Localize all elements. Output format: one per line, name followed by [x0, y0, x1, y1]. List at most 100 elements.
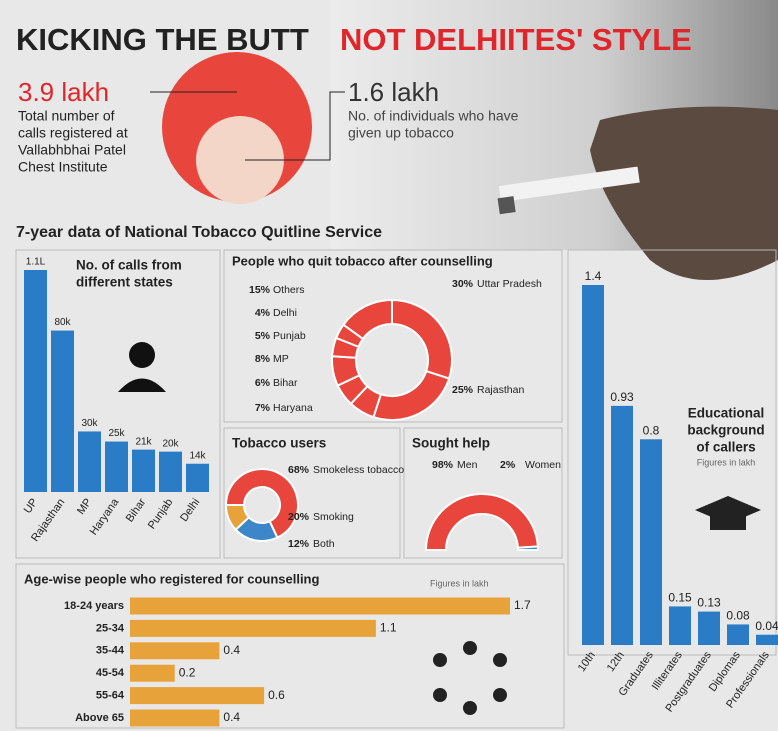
title-red: NOT DELHIITES' STYLE — [340, 22, 692, 57]
donut-segment — [224, 468, 299, 539]
value-label: 30% — [452, 278, 474, 290]
bar — [130, 642, 220, 660]
title-black: KICKING THE BUTT — [16, 22, 309, 57]
chart-title: Age-wise people who registered for couns… — [24, 571, 319, 586]
hand — [590, 106, 778, 281]
bar — [582, 285, 604, 645]
legend-label: Women — [525, 459, 561, 471]
y-tick-label: 45-54 — [96, 667, 125, 679]
legend-label: Smokeless tobacco — [313, 464, 404, 476]
value-label: 68% — [288, 464, 310, 476]
value-label: 0.6 — [268, 688, 285, 702]
headset-icon — [118, 342, 166, 392]
value-label: 80k — [54, 317, 71, 328]
chart-note: Figures in lakh — [697, 457, 756, 467]
stat-label: Total number of — [18, 108, 115, 124]
chart-title: of callers — [696, 440, 755, 455]
y-tick-label: 25-34 — [96, 622, 125, 634]
legend-label: Delhi — [273, 307, 297, 319]
legend-label: Others — [273, 284, 305, 296]
value-label: 25% — [452, 384, 474, 396]
group-icon — [433, 641, 507, 715]
value-label: 0.8 — [643, 423, 660, 437]
panels — [15, 249, 777, 729]
bar — [130, 664, 175, 682]
bar — [159, 451, 182, 492]
bar — [727, 624, 749, 645]
bar — [186, 463, 209, 492]
value-label: 1.4 — [585, 269, 602, 283]
value-label: 7% — [255, 402, 271, 414]
y-tick-label: Above 65 — [75, 712, 124, 724]
legend-label: MP — [273, 353, 289, 365]
stat-label: calls registered at — [18, 125, 128, 141]
value-label: 0.08 — [726, 609, 750, 623]
value-label: 0.4 — [223, 710, 240, 724]
chart-note: Figures in lakh — [430, 578, 489, 588]
value-label: 1.1 — [380, 621, 397, 635]
chart-title: Sought help — [412, 436, 490, 451]
donut-segment — [224, 504, 251, 532]
bar — [105, 441, 128, 492]
cigarette-tip — [497, 196, 516, 215]
bar — [698, 611, 720, 645]
bar — [756, 634, 778, 645]
value-label: 20% — [288, 511, 310, 523]
chart-title: different states — [76, 275, 173, 290]
bar — [51, 330, 74, 492]
legend-label: Both — [313, 538, 335, 550]
stat-value: 3.9 lakh — [18, 77, 109, 107]
bar — [640, 439, 662, 645]
value-label: 6% — [255, 377, 271, 389]
chart-title: Tobacco users — [232, 436, 326, 451]
donut-segment — [342, 298, 393, 341]
chart-title: background — [687, 423, 764, 438]
legend-label: Uttar Pradesh — [477, 278, 542, 290]
stat-label: given up tobacco — [348, 125, 454, 141]
bar — [132, 449, 155, 492]
bar — [669, 606, 691, 645]
chart-title: People who quit tobacco after counsellin… — [232, 253, 493, 268]
legend-label: Men — [457, 459, 478, 471]
stat-label: Vallabhbhai Patel — [18, 142, 126, 158]
stat-label: No. of individuals who have — [348, 108, 519, 124]
bar — [78, 431, 101, 492]
bar — [130, 597, 510, 615]
donut-segment — [424, 493, 539, 551]
y-tick-label: 55-64 — [96, 690, 125, 702]
value-label: 1.1L — [26, 257, 46, 268]
value-label: 8% — [255, 353, 271, 365]
chart-title: Educational — [688, 406, 765, 421]
bar — [611, 405, 633, 645]
value-label: 25k — [108, 428, 125, 439]
value-label: 4% — [255, 307, 271, 319]
value-label: 0.15 — [668, 591, 692, 605]
value-label: 14k — [189, 450, 206, 461]
value-label: 0.4 — [223, 643, 240, 657]
bar — [24, 270, 47, 492]
bar — [130, 687, 265, 705]
value-label: 21k — [135, 436, 152, 447]
quit-circle — [196, 116, 284, 204]
legend-label: Bihar — [273, 377, 298, 389]
bar — [130, 619, 376, 637]
value-label: 30k — [81, 418, 98, 429]
donut-segment — [516, 545, 540, 551]
legend-label: Smoking — [313, 511, 354, 523]
y-tick-label: 35-44 — [96, 645, 125, 657]
pointer — [245, 91, 345, 161]
cigarette — [498, 166, 640, 202]
value-label: 0.2 — [179, 665, 196, 679]
value-label: 98% — [432, 459, 454, 471]
stat-value: 1.6 lakh — [348, 77, 439, 107]
legend-label: Punjab — [273, 330, 306, 342]
legend-label: Haryana — [273, 402, 313, 414]
value-label: 20k — [162, 438, 179, 449]
chart-title: No. of calls from — [76, 258, 182, 273]
value-label: 1.7 — [514, 598, 531, 612]
value-label: 0.04 — [755, 619, 778, 633]
value-label: 12% — [288, 538, 310, 550]
legend-label: Rajasthan — [477, 384, 524, 396]
stat-label: Chest Institute — [18, 159, 108, 175]
